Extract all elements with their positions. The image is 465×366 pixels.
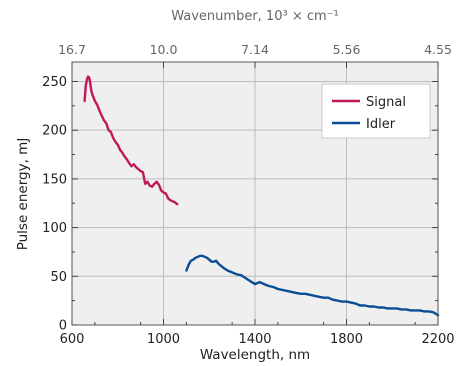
x-tick-label: 1800 xyxy=(330,332,363,347)
top-tick-label: 7.14 xyxy=(241,42,269,57)
x-tick-label: 600 xyxy=(60,332,85,347)
y-tick-label: 50 xyxy=(50,270,67,285)
x-tick-label: 1400 xyxy=(238,332,271,347)
series-line-idler xyxy=(185,254,440,317)
y-tick-label: 200 xyxy=(42,124,67,139)
x-tick-label: 2200 xyxy=(421,332,454,347)
top-tick-label: 10.0 xyxy=(150,42,178,57)
top-tick-label: 5.56 xyxy=(333,42,361,57)
legend-label-idler: Idler xyxy=(366,117,396,132)
top-axis-title: Wavenumber, 10³ × cm⁻¹ xyxy=(171,9,338,24)
series-layer xyxy=(83,75,440,317)
legend-box xyxy=(321,83,431,139)
legend: Signal Idler xyxy=(321,83,431,139)
y-tick-label: 250 xyxy=(42,75,67,90)
y-axis-title: Pulse energy, mJ xyxy=(15,138,31,251)
y-tick-label: 0 xyxy=(59,319,67,334)
legend-label-signal: Signal xyxy=(366,95,406,110)
series-line-signal xyxy=(83,75,179,206)
y-tick-label: 150 xyxy=(42,172,67,187)
y-tick-label: 100 xyxy=(42,221,67,236)
ticks: 600 1000 1400 1800 2200 0 50 100 150 200 250 16.7 10… xyxy=(42,42,454,347)
x-axis-title: Wavelength, nm xyxy=(200,347,310,363)
x-tick-label: 1000 xyxy=(147,332,180,347)
top-tick-label: 16.7 xyxy=(58,42,86,57)
top-tick-label: 4.55 xyxy=(424,42,452,57)
